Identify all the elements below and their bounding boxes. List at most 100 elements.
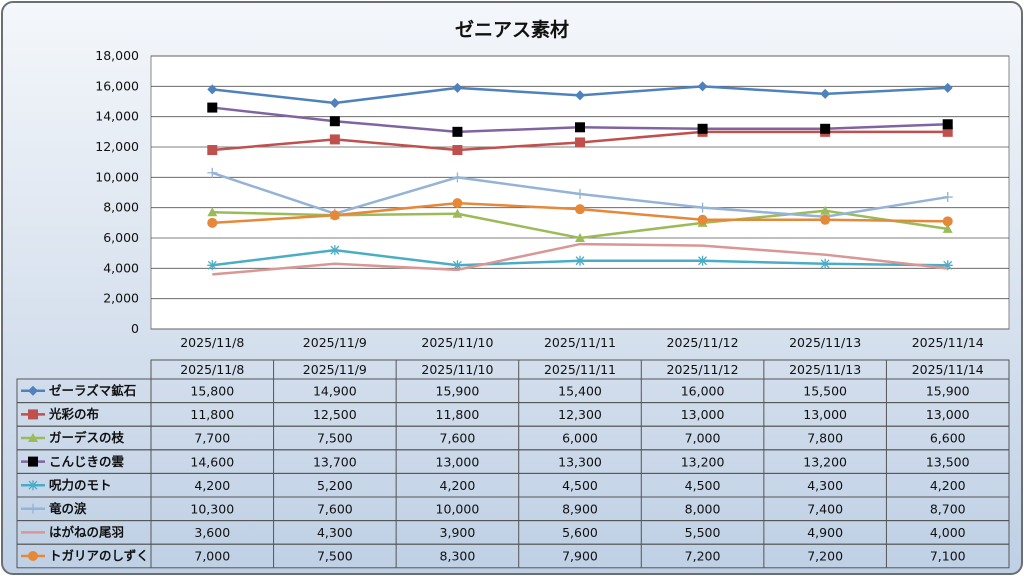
table-cell: 8,900 xyxy=(562,502,598,517)
y-tick-label: 12,000 xyxy=(95,139,139,154)
y-tick-label: 8,000 xyxy=(103,200,139,215)
data-point xyxy=(697,214,708,225)
data-point xyxy=(575,189,585,200)
x-tick-label: 2025/11/10 xyxy=(421,335,493,350)
table-cell: 4,200 xyxy=(440,478,476,493)
data-point xyxy=(942,216,953,227)
y-tick-label: 16,000 xyxy=(95,78,139,93)
table-header-label: 2025/11/9 xyxy=(303,362,367,377)
legend-marker xyxy=(28,385,38,396)
data-point xyxy=(575,233,585,242)
table-header-label: 2025/11/14 xyxy=(912,362,984,377)
table-cell: 7,000 xyxy=(194,549,230,564)
data-point xyxy=(452,260,463,271)
legend-marker xyxy=(28,551,38,561)
y-tick-label: 10,000 xyxy=(95,169,139,184)
legend-marker xyxy=(28,456,38,467)
data-point xyxy=(820,205,831,215)
table-cell: 7,400 xyxy=(807,502,843,517)
table-row xyxy=(16,449,1010,474)
table-row xyxy=(16,543,1010,569)
data-point xyxy=(207,145,218,156)
data-point xyxy=(207,207,218,217)
legend-marker xyxy=(28,433,38,442)
table-cell: 12,500 xyxy=(313,407,357,422)
table-cell: 11,800 xyxy=(436,407,480,422)
table-cell: 8,000 xyxy=(685,502,721,517)
table-cell: 7,900 xyxy=(562,549,598,564)
table-cell: 5,500 xyxy=(685,525,721,540)
data-point xyxy=(820,214,831,225)
table-cell: 15,900 xyxy=(926,384,970,399)
table-cell: 4,300 xyxy=(317,525,353,540)
data-point xyxy=(820,258,831,269)
table-cell: 4,200 xyxy=(194,478,230,493)
legend-label: ガーデスの枝 xyxy=(49,430,125,445)
y-tick-label: 0 xyxy=(131,321,139,336)
legend-marker xyxy=(28,480,38,491)
table-cell: 11,800 xyxy=(190,407,234,422)
data-point xyxy=(452,145,463,156)
data-point xyxy=(452,198,463,209)
table-row xyxy=(16,378,1010,404)
chart-svg: 0 2,000 4,000 6,000 8,000 10,000 12,000 14,000 1… xyxy=(16,48,1010,569)
data-point xyxy=(575,90,585,101)
table-cell: 4,300 xyxy=(807,478,843,493)
data-point xyxy=(820,88,831,99)
data-point xyxy=(942,82,953,93)
data-point xyxy=(575,122,585,133)
table-cell: 13,200 xyxy=(803,454,847,469)
data-point xyxy=(697,81,708,92)
table-cell: 7,500 xyxy=(317,549,353,564)
table-cell: 13,500 xyxy=(926,454,970,469)
table-cell: 13,700 xyxy=(313,454,357,469)
y-tick-label: 4,000 xyxy=(103,260,139,275)
table-cell: 13,000 xyxy=(681,407,725,422)
table-cell: 4,500 xyxy=(562,478,598,493)
data-point xyxy=(942,126,953,137)
data-point xyxy=(575,204,585,215)
table-cell: 3,900 xyxy=(440,525,476,540)
y-tick-label: 18,000 xyxy=(95,48,139,63)
table-cell: 7,600 xyxy=(317,502,353,517)
data-point xyxy=(697,255,708,266)
table-cell: 13,200 xyxy=(681,454,725,469)
data-point xyxy=(452,126,463,137)
table-cell: 4,200 xyxy=(930,478,966,493)
table-cell: 6,000 xyxy=(562,431,598,446)
legend-label: こんじきの雲 xyxy=(49,454,125,469)
legend-marker xyxy=(28,503,38,514)
data-point xyxy=(452,208,463,218)
table-cell: 7,200 xyxy=(685,549,721,564)
chart-title: ゼニアス素材 xyxy=(454,19,569,41)
legend-label: 呪力のモト xyxy=(49,477,112,492)
data-point xyxy=(329,134,340,145)
data-point xyxy=(697,202,708,213)
table-cell: 7,000 xyxy=(685,431,721,446)
x-tick-label: 2025/11/14 xyxy=(912,335,984,350)
table-header-label: 2025/11/13 xyxy=(789,362,861,377)
table-cell: 7,100 xyxy=(930,549,966,564)
table-header-label: 2025/11/11 xyxy=(544,362,616,377)
data-point xyxy=(207,217,218,228)
table-cell: 8,300 xyxy=(440,549,476,564)
table-cell: 12,300 xyxy=(558,407,602,422)
data-point xyxy=(575,255,585,266)
table-cell: 8,700 xyxy=(930,502,966,517)
data-point xyxy=(329,116,340,127)
table-cell: 15,400 xyxy=(558,384,602,399)
data-point xyxy=(329,210,340,221)
table-cell: 14,900 xyxy=(313,384,357,399)
table-cell: 7,200 xyxy=(807,549,843,564)
table-cell: 14,600 xyxy=(190,454,234,469)
table-cell: 4,500 xyxy=(685,478,721,493)
table-header-label: 2025/11/10 xyxy=(421,362,493,377)
data-point xyxy=(697,123,708,134)
table-cell: 4,000 xyxy=(930,525,966,540)
table-cell: 13,300 xyxy=(558,454,602,469)
table-cell: 13,000 xyxy=(926,407,970,422)
table-cell: 7,600 xyxy=(440,431,476,446)
table-cell: 7,700 xyxy=(194,431,230,446)
x-tick-label: 2025/11/13 xyxy=(789,335,861,350)
